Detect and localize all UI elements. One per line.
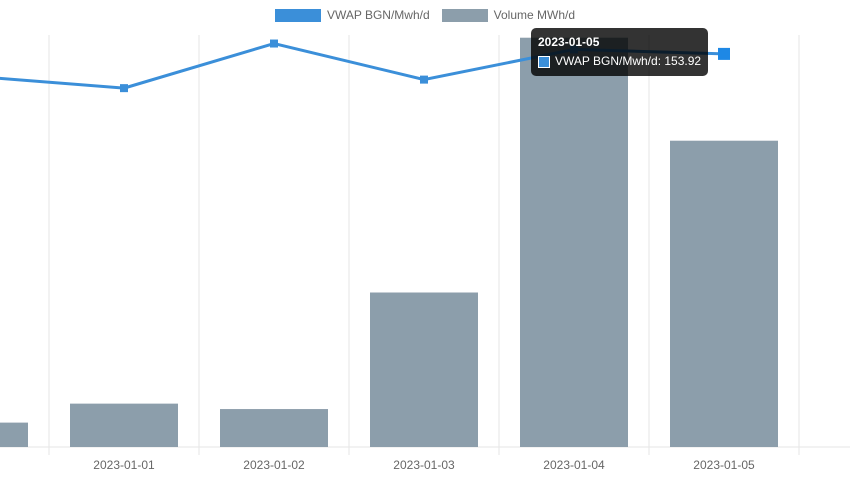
x-tick-label: 2023-01-03 [393,458,455,472]
legend-item-volume[interactable]: Volume MWh/d [441,8,576,22]
volume-bar[interactable] [520,37,628,448]
tooltip-title: 2023-01-05 [538,35,600,49]
x-tick-label: 2023-01-05 [693,458,755,472]
tooltip: 2023-01-05 VWAP BGN/Mwh/d: 153.92 [531,28,709,76]
x-tick-label: 2023-01-01 [93,458,155,472]
legend-label-vwap: VWAP BGN/Mwh/d [326,8,430,22]
vwap-point[interactable] [420,75,428,84]
volume-bar[interactable] [370,292,478,448]
tooltip-swatch [538,55,550,68]
volume-bar[interactable] [0,422,28,447]
legend-swatch-vwap [274,8,321,22]
vwap-point[interactable] [718,47,730,60]
tooltip-label: VWAP BGN/Mwh/d: 153.92 [555,54,702,68]
vwap-point[interactable] [120,84,128,93]
legend-swatch-volume [441,8,488,22]
legend-label-volume: Volume MWh/d [493,8,576,22]
tooltip-row: VWAP BGN/Mwh/d: 153.92 [538,53,701,70]
legend-item-vwap[interactable]: VWAP BGN/Mwh/d [274,8,430,22]
volume-bar[interactable] [670,140,778,448]
x-tick-label: 2023-01-04 [543,458,605,472]
volume-bar[interactable] [70,403,178,447]
x-tick-label: 2023-01-02 [243,458,305,472]
legend: VWAP BGN/Mwh/d Volume MWh/d [0,8,850,22]
vwap-point[interactable] [270,39,278,48]
volume-bar[interactable] [220,409,328,447]
volume-bars [0,37,778,448]
x-axis-ticks: 12023-01-012023-01-022023-01-032023-01-0… [93,458,755,472]
